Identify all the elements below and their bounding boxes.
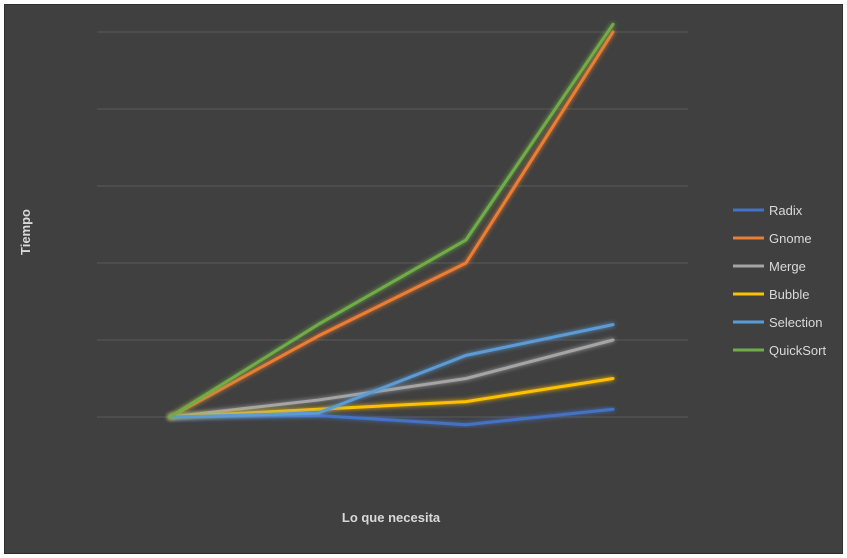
legend: Radix Gnome Merge Bubble Selection QuickSort (733, 203, 826, 358)
gridlines (97, 31, 688, 418)
series-line-gnome (168, 30, 615, 419)
legend-label-selection: Selection (769, 315, 822, 330)
series-line-quicksort (168, 22, 615, 419)
series-lines (168, 22, 615, 427)
legend-label-gnome: Gnome (769, 231, 812, 246)
y-axis-title: Tiempo (18, 209, 33, 255)
chart-area (4, 4, 843, 554)
legend-label-quicksort: QuickSort (769, 343, 826, 358)
series-line-merge (168, 338, 615, 419)
legend-label-merge: Merge (769, 259, 806, 274)
x-axis-title: Lo que necesita (342, 510, 441, 525)
legend-label-radix: Radix (769, 203, 803, 218)
series-line-selection (168, 323, 615, 419)
legend-label-bubble: Bubble (769, 287, 809, 302)
series-line-bubble (168, 377, 615, 419)
